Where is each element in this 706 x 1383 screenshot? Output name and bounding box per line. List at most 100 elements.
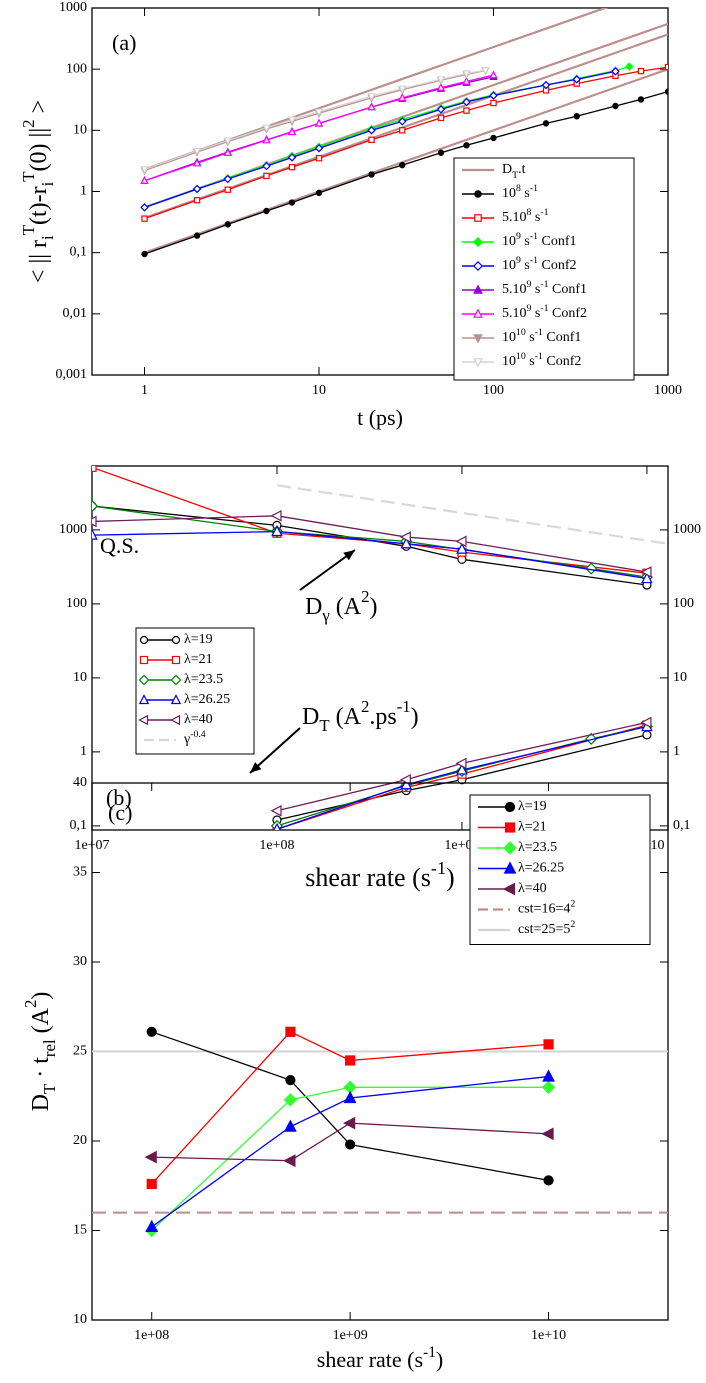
marker xyxy=(192,147,202,156)
marker xyxy=(146,1178,157,1190)
series-line xyxy=(151,1122,549,1162)
panel: 1e+08 1e+09 1e+10 10 15 20 25 30 35 40 shear rate … xyxy=(21,775,669,1372)
y-tick-label: 15 xyxy=(73,1223,87,1238)
marker xyxy=(504,822,516,833)
legend-label: λ=21 xyxy=(184,652,213,667)
y-tick-label: 0,01 xyxy=(63,306,88,321)
x-tick-label: 100 xyxy=(483,383,504,398)
x-tick-label: 1e+09 xyxy=(333,1328,368,1343)
marker xyxy=(141,250,148,258)
annotation: Q.S. xyxy=(100,533,139,558)
legend-label: 108 s-1 xyxy=(502,183,538,201)
marker xyxy=(399,161,406,169)
panel-label: (a) xyxy=(112,30,136,55)
series-line xyxy=(276,484,668,545)
marker xyxy=(572,75,581,84)
series-line xyxy=(144,66,668,220)
legend-label: λ=40 xyxy=(518,881,547,896)
legend-label: λ=23.5 xyxy=(518,840,557,855)
marker xyxy=(367,102,376,111)
marker xyxy=(314,143,324,153)
marker xyxy=(270,510,282,522)
marker xyxy=(171,655,181,665)
legend-frame xyxy=(453,157,635,381)
series-line xyxy=(151,1075,549,1228)
marker xyxy=(224,186,231,193)
legend: DT.t 108 s-1 5.108 s-1 109 s-1 Conf1 109 s-1… xyxy=(453,157,635,381)
plot-frame xyxy=(91,465,669,831)
x-tick-label: 1e+08 xyxy=(134,1328,169,1343)
marker xyxy=(223,174,233,184)
legend-label: 1010 s-1 Conf2 xyxy=(502,351,581,369)
y-tick-label: 1 xyxy=(80,744,87,759)
series-line xyxy=(276,721,648,812)
marker xyxy=(139,635,149,645)
marker xyxy=(400,537,413,549)
y-tick-label: 1 xyxy=(80,184,87,199)
marker xyxy=(287,116,297,125)
marker xyxy=(437,149,445,156)
legend-label: λ=19 xyxy=(518,799,547,814)
y-tick-label: 0,1 xyxy=(70,245,88,260)
legend-label: 5.109 s-1 Conf1 xyxy=(502,279,587,297)
marker xyxy=(398,93,407,102)
marker xyxy=(92,499,99,513)
marker xyxy=(541,1127,554,1141)
legend-label: 5.109 s-1 Conf2 xyxy=(502,303,587,321)
marker xyxy=(456,542,468,554)
marker xyxy=(472,260,484,272)
marker xyxy=(637,96,645,103)
marker xyxy=(503,841,517,855)
marker xyxy=(542,120,550,127)
series-line xyxy=(144,68,668,254)
marker xyxy=(262,124,271,133)
marker xyxy=(625,62,634,71)
legend-label: λ=19 xyxy=(184,632,213,647)
panel: 1 10 100 1000 0,001 0,01 0,1 1 10 100 1000 t (ps) < … xyxy=(19,0,682,430)
legend-label: λ=40 xyxy=(184,712,213,727)
y-tick-label: 1000 xyxy=(59,0,87,15)
series-line xyxy=(144,70,616,208)
marker xyxy=(502,882,516,896)
y-tick-label: 100 xyxy=(66,596,87,611)
marker xyxy=(92,528,98,540)
legend-label: λ=26.25 xyxy=(518,861,564,876)
marker xyxy=(342,1116,356,1130)
marker xyxy=(283,1154,296,1168)
marker xyxy=(463,107,470,114)
y-axis-label: < || riT(t)-riT(0) ||2 > xyxy=(19,100,57,283)
legend-label: 1010 s-1 Conf1 xyxy=(502,327,581,345)
marker xyxy=(474,190,482,198)
marker xyxy=(541,80,551,90)
marker xyxy=(138,694,150,705)
y-tick-label: 10 xyxy=(73,123,87,138)
marker xyxy=(146,1026,157,1037)
series-line xyxy=(151,1031,549,1185)
marker xyxy=(262,135,271,144)
legend-frame xyxy=(469,794,651,945)
marker xyxy=(138,714,149,726)
marker xyxy=(273,822,281,830)
legend-label: cst=16=42 xyxy=(518,898,575,916)
arrow-head xyxy=(250,762,262,773)
marker xyxy=(287,127,297,136)
y2-tick-label: 0,1 xyxy=(673,818,691,833)
y2-tick-label: 10 xyxy=(673,670,687,685)
marker xyxy=(262,161,271,171)
marker xyxy=(637,67,645,75)
marker xyxy=(489,70,498,79)
marker xyxy=(473,358,483,368)
y-axis-label: DT · trel (A2) xyxy=(21,992,59,1112)
marker xyxy=(368,136,375,144)
marker xyxy=(138,674,150,686)
y-tick-label: 25 xyxy=(73,1044,87,1059)
legend-label: 5.108 s-1 xyxy=(502,207,549,225)
marker xyxy=(315,155,323,162)
marker xyxy=(193,197,201,204)
marker xyxy=(263,172,270,180)
marker xyxy=(462,76,471,85)
panel-label: (b) xyxy=(106,785,132,810)
marker xyxy=(145,1219,159,1233)
marker xyxy=(192,184,202,194)
